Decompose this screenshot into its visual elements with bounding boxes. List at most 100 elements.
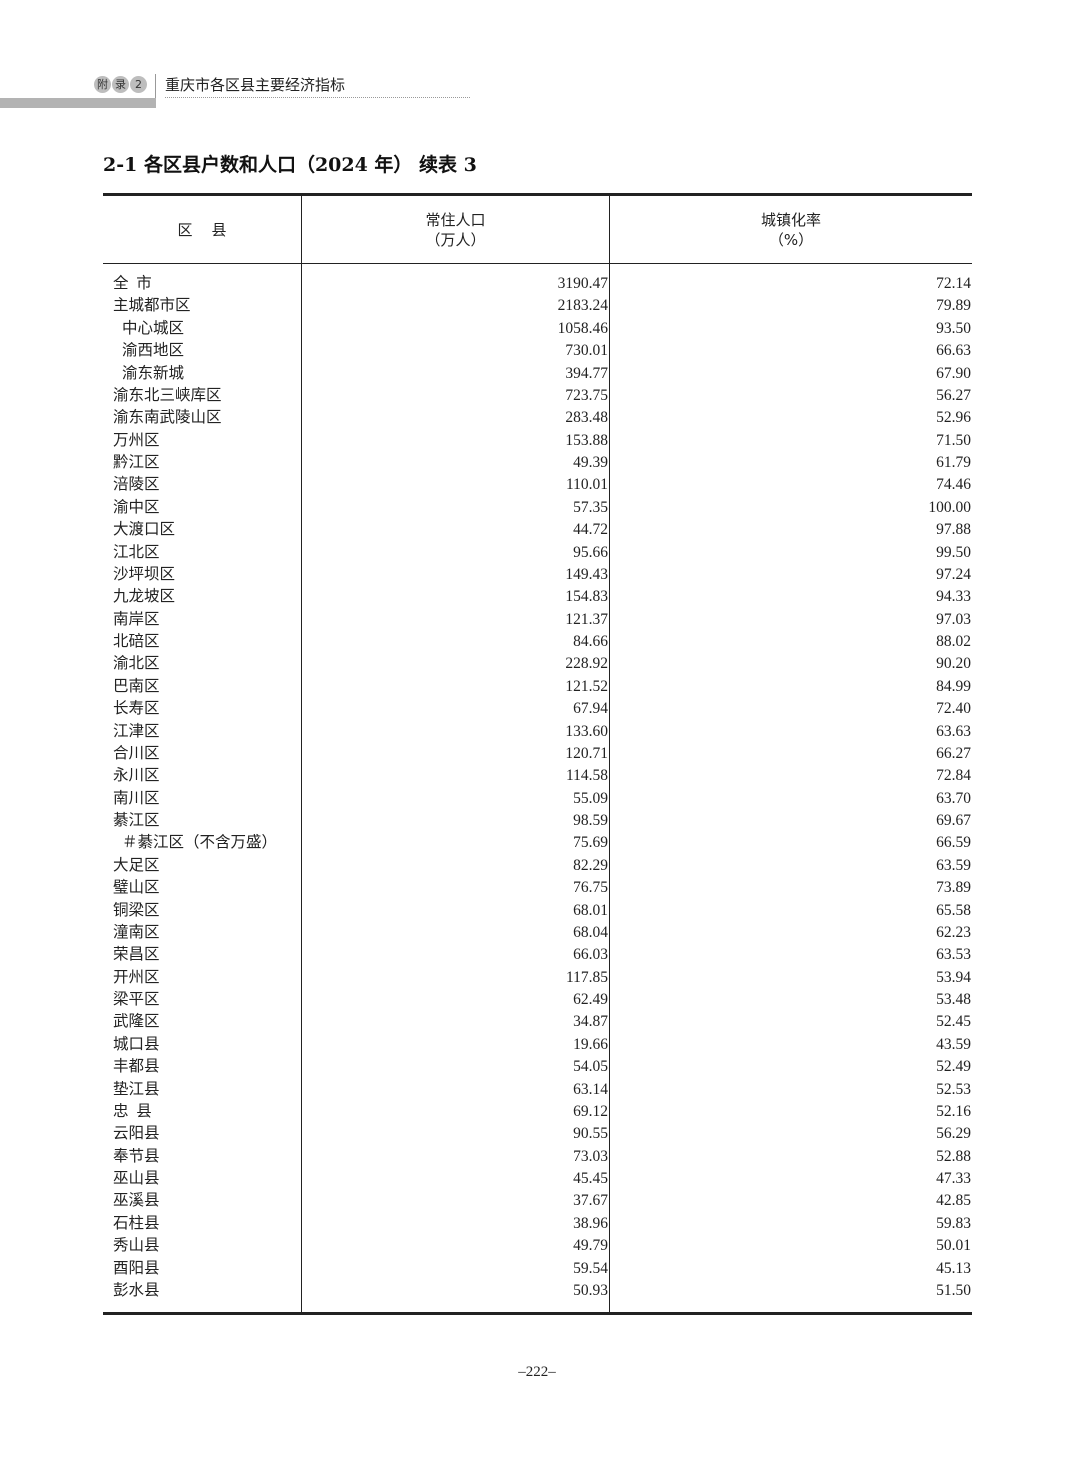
population-value: 154.83	[565, 588, 608, 606]
column-unit: （万人）	[425, 230, 486, 249]
district-name: 酉阳县	[113, 1259, 160, 1277]
urbanization-value: 43.59	[936, 1035, 971, 1053]
urbanization-value: 63.70	[936, 789, 971, 807]
urbanization-value: 97.03	[936, 610, 971, 628]
urbanization-value: 56.29	[936, 1125, 971, 1143]
population-value: 55.09	[573, 789, 608, 807]
population-value: 82.29	[573, 856, 608, 874]
urbanization-value: 52.53	[936, 1080, 971, 1098]
district-name: 璧山区	[113, 879, 160, 897]
urbanization-value: 72.14	[936, 275, 971, 292]
district-name: 南川区	[113, 789, 160, 807]
urbanization-value: 73.89	[936, 879, 971, 897]
population-value: 54.05	[573, 1058, 608, 1076]
district-name: 奉节县	[113, 1147, 160, 1165]
population-value: 62.49	[573, 991, 608, 1008]
population-value: 149.43	[565, 565, 608, 583]
column-header-urbanization: 城镇化率 （%）	[610, 196, 972, 263]
urbanization-value: 99.50	[936, 543, 971, 561]
district-name: 铜梁区	[113, 901, 160, 919]
population-value: 49.39	[573, 454, 608, 471]
table-title: 2-1 各区县户数和人口（2024 年） 续表 3	[103, 154, 477, 176]
district-name: 城口县	[113, 1035, 160, 1053]
urbanization-value: 52.45	[936, 1013, 971, 1031]
urbanization-value: 53.94	[936, 968, 971, 986]
population-value: 153.88	[565, 431, 608, 449]
urbanization-value: 67.90	[936, 364, 971, 382]
urbanization-value: 72.84	[936, 767, 971, 785]
urbanization-value: 56.27	[936, 386, 971, 404]
appendix-badge-char: 附	[94, 76, 111, 93]
population-value: 121.37	[565, 610, 608, 628]
population-value: 3190.47	[557, 275, 608, 292]
population-value: 98.59	[573, 812, 608, 829]
population-value: 133.60	[565, 722, 608, 740]
district-name: 北碚区	[113, 633, 160, 650]
population-value: 66.03	[573, 946, 608, 964]
district-name: 沙坪坝区	[113, 565, 176, 583]
urbanization-value: 47.33	[936, 1170, 971, 1187]
district-name: 中心城区	[122, 319, 185, 337]
district-name: 渝北区	[113, 655, 160, 673]
urbanization-value: 63.63	[936, 722, 971, 740]
district-name: 江津区	[113, 722, 160, 740]
district-name: 巫山县	[113, 1170, 160, 1187]
population-value: 120.71	[565, 744, 608, 762]
population-value: 49.79	[573, 1237, 608, 1255]
header-decor-bar	[0, 98, 156, 108]
district-name: 渝东南武陵山区	[113, 409, 222, 427]
urbanization-value: 71.50	[936, 431, 971, 449]
population-column: 3190.47 2183.24 1058.46 730.01 394.77 723.75 2…	[302, 264, 610, 1313]
urbanization-value: 52.49	[936, 1058, 971, 1076]
urbanization-value: 62.23	[936, 923, 971, 941]
urbanization-value: 52.96	[936, 409, 971, 427]
column-header-district: 区 县	[103, 196, 302, 263]
district-name: 渝东北三峡库区	[113, 386, 222, 404]
urbanization-value: 42.85	[936, 1192, 971, 1210]
urbanization-value: 66.59	[936, 834, 971, 852]
district-name: 武隆区	[113, 1013, 160, 1031]
population-value: 117.85	[565, 968, 608, 986]
population-value: 394.77	[565, 364, 608, 382]
district-name: 大渡口区	[113, 521, 176, 539]
urbanization-value: 88.02	[936, 633, 971, 650]
population-value: 44.72	[573, 521, 608, 539]
district-name: 涪陵区	[113, 476, 160, 494]
population-value: 114.58	[565, 767, 608, 785]
urbanization-value: 93.50	[936, 319, 971, 337]
district-name: 忠 县	[113, 1102, 152, 1120]
population-value: 283.48	[565, 409, 608, 427]
urbanization-value: 100.00	[928, 498, 971, 516]
urbanization-value: 69.67	[936, 812, 971, 829]
population-value: 45.45	[573, 1170, 608, 1187]
population-value: 90.55	[573, 1125, 608, 1143]
column-label: 区 县	[177, 220, 227, 239]
population-value: 730.01	[565, 342, 608, 360]
population-value: 50.93	[573, 1281, 608, 1299]
district-name: 长寿区	[113, 700, 160, 718]
population-value: 59.54	[573, 1259, 608, 1277]
urbanization-value: 79.89	[936, 297, 971, 315]
population-value: 63.14	[573, 1080, 608, 1098]
district-name: 大足区	[113, 856, 160, 874]
urbanization-value: 94.33	[936, 588, 971, 606]
district-name: 永川区	[113, 767, 160, 785]
district-name: 巫溪县	[113, 1192, 160, 1210]
district-name: 石柱县	[113, 1214, 160, 1232]
header-divider	[155, 74, 156, 98]
population-value: 73.03	[573, 1147, 608, 1165]
population-value: 723.75	[565, 386, 608, 404]
urbanization-value: 53.48	[936, 991, 971, 1008]
urbanization-value: 52.16	[936, 1102, 971, 1120]
urbanization-value: 90.20	[936, 655, 971, 673]
district-name: 渝西地区	[122, 342, 185, 360]
district-name: 主城都市区	[113, 297, 191, 315]
population-value: 228.92	[565, 655, 608, 673]
column-unit: （%）	[768, 230, 814, 249]
urbanization-value: 66.63	[936, 342, 971, 360]
district-column: 全 市主城都市区 中心城区 渝西地区 渝东新城 渝东北三峡库区 渝东南武陵山区 万州区 黔江区…	[103, 264, 302, 1313]
population-value: 110.01	[565, 476, 608, 494]
column-header-population: 常住人口 （万人）	[302, 196, 610, 263]
population-table: 区 县 常住人口 （万人） 城镇化率 （%） 全 市主城都市区 中心城区 渝西地区渝…	[103, 193, 972, 1316]
district-name: 荣昌区	[113, 946, 160, 964]
